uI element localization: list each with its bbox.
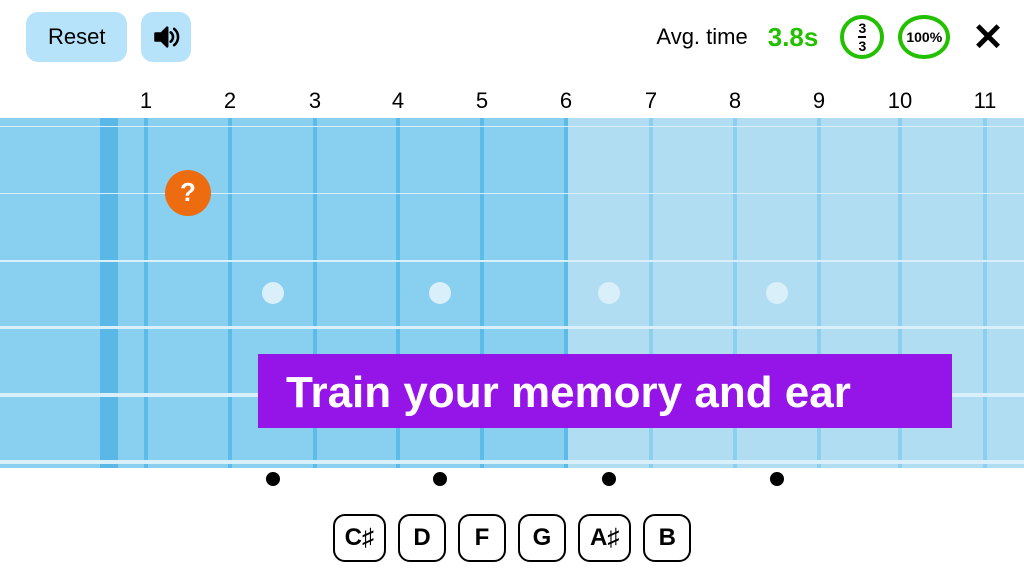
fret-number: 10	[888, 88, 912, 114]
score-percent: 100%	[898, 15, 950, 59]
position-marker	[433, 472, 447, 486]
fret-line	[144, 118, 148, 468]
fret-number: 9	[813, 88, 825, 114]
score-denominator: 3	[858, 36, 866, 53]
close-icon[interactable]: ✕	[972, 15, 1004, 60]
score-fraction: 3 3	[840, 15, 884, 59]
top-bar: Reset Avg. time 3.8s 3 3 100% ✕	[0, 0, 1024, 74]
answer-button[interactable]: F	[458, 514, 506, 562]
fret-number: 1	[140, 88, 152, 114]
fret-number: 4	[392, 88, 404, 114]
inlay-dot	[262, 282, 284, 304]
score-numerator: 3	[858, 21, 866, 35]
answer-button[interactable]: C♯	[333, 514, 386, 562]
position-marker	[266, 472, 280, 486]
marker-dot-row	[0, 472, 1024, 492]
answer-button[interactable]: D	[398, 514, 446, 562]
string	[0, 193, 1024, 195]
answer-button[interactable]: A♯	[578, 514, 631, 562]
fret-line	[983, 118, 987, 468]
fret-number: 7	[645, 88, 657, 114]
fret-number: 3	[309, 88, 321, 114]
fret-number: 8	[729, 88, 741, 114]
inlay-dot	[766, 282, 788, 304]
fret-number: 5	[476, 88, 488, 114]
fret-number: 11	[974, 88, 997, 114]
reset-button[interactable]: Reset	[26, 12, 127, 62]
target-note: ?	[165, 170, 211, 216]
string	[0, 326, 1024, 329]
inlay-dot	[429, 282, 451, 304]
string	[0, 260, 1024, 262]
fret-number-row: 1 2 3 4 5 6 7 8 9 10 11	[0, 88, 1024, 116]
position-marker	[602, 472, 616, 486]
promo-banner: Train your memory and ear	[258, 354, 952, 428]
answer-button[interactable]: B	[643, 514, 691, 562]
string	[0, 126, 1024, 127]
nut	[100, 118, 118, 468]
position-marker	[770, 472, 784, 486]
answer-button[interactable]: G	[518, 514, 566, 562]
sound-button[interactable]	[141, 12, 191, 62]
fret-number: 2	[224, 88, 236, 114]
answer-row: C♯DFGA♯B	[0, 514, 1024, 562]
speaker-icon	[152, 23, 180, 51]
fret-line	[228, 118, 232, 468]
avg-time-label: Avg. time	[656, 24, 747, 50]
fret-number: 6	[560, 88, 572, 114]
inlay-dot	[598, 282, 620, 304]
avg-time-value: 3.8s	[768, 22, 819, 53]
string	[0, 460, 1024, 464]
